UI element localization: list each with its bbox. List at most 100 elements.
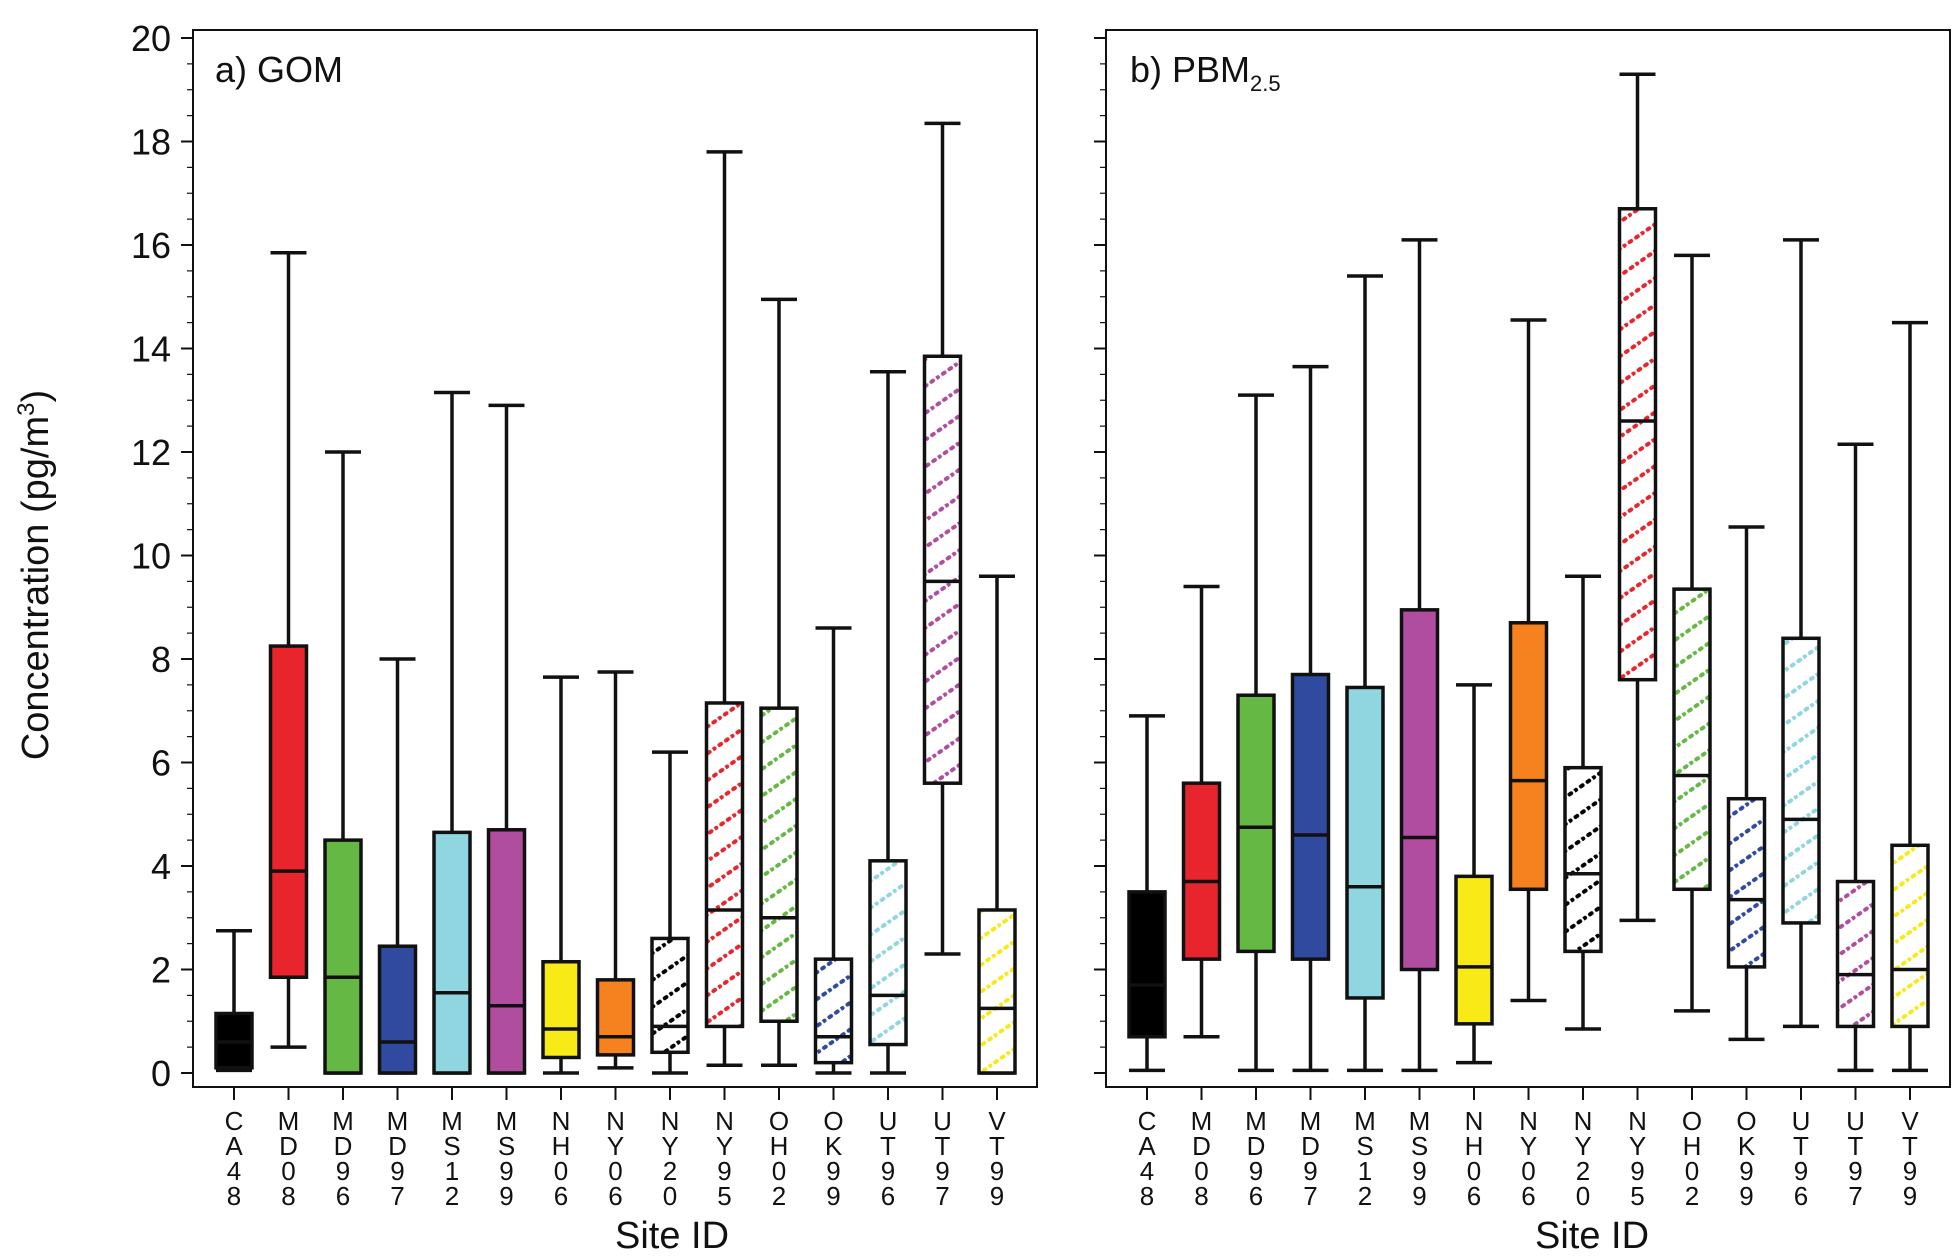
box-ut97 [922, 121, 963, 956]
y-axis-title-close: ) [15, 390, 57, 403]
iqr-box [1781, 636, 1821, 925]
iqr-box [432, 830, 472, 1075]
panel-gom: 0 2 4 6 8 10 12 14 16 18 20 C A 4 8 M D 0 8 M D 9 6 M D 9 7 M S 1 2 M S… [131, 18, 1038, 1257]
box-oh02 [759, 297, 799, 1067]
box-ut96 [1781, 238, 1821, 1029]
panel-pbm25: C A 4 8 M D 0 8 M D 9 6 M D 9 7 M S 1 2 M S 9 9 N H 0 6 N Y 0 6 N Y 2 0 N Y 9 5… [1094, 29, 1951, 1257]
iqr-box [977, 908, 1017, 1075]
iqr-box [595, 978, 636, 1057]
box-md08 [268, 251, 309, 1049]
box-ny20 [650, 750, 690, 1075]
y-axis-title: Concentration (pg/m3) [13, 390, 57, 760]
iqr-box [1835, 879, 1876, 1029]
box-ny95 [704, 150, 745, 1067]
y-tick-label: 8 [151, 639, 171, 680]
box-ms99 [1399, 238, 1440, 1073]
panel-gom-label: a) GOM [215, 49, 343, 90]
box-md96 [1236, 393, 1276, 1073]
iqr-box [268, 644, 309, 980]
iqr-box [1890, 843, 1930, 1029]
box-ny95 [1617, 72, 1658, 923]
iqr-box [1617, 207, 1658, 682]
box-vt99 [1890, 320, 1930, 1073]
iqr-box [486, 828, 527, 1075]
panel-pbm25-label-main: b) PBM [1130, 49, 1250, 90]
box-ut97 [1835, 442, 1876, 1073]
iqr-box [650, 936, 690, 1055]
box-nh06 [1454, 683, 1494, 1065]
iqr-box [1399, 608, 1440, 972]
panel-gom-x-axis: C A 4 8 M D 0 8 M D 9 6 M D 9 7 M S 1 2 M S 9 9 N H 0 6 N Y 0 6 N Y 2 0 N Y 9 5… [225, 1087, 1006, 1211]
iqr-box [922, 354, 963, 785]
panel-pbm25-label: b) PBM2.5 [1130, 49, 1281, 96]
y-axis-title-superscript: 3 [13, 403, 40, 416]
panel-pbm25-y-axis [1094, 37, 1106, 1074]
box-ok99 [813, 626, 854, 1075]
box-ok99 [1726, 525, 1767, 1042]
panel-pbm25-label-sub: 2.5 [1250, 71, 1281, 96]
box-ms99 [486, 403, 527, 1075]
iqr-box [1454, 874, 1494, 1026]
iqr-box [1290, 672, 1331, 961]
iqr-box [759, 706, 799, 1023]
y-tick-label: 0 [151, 1053, 171, 1094]
iqr-box [1508, 621, 1549, 892]
box-md08 [1181, 584, 1222, 1039]
iqr-box [1127, 890, 1167, 1039]
box-md97 [1290, 364, 1331, 1073]
y-tick-label: 10 [131, 536, 171, 577]
panel-gom-boxes [214, 121, 1017, 1075]
iqr-box [704, 701, 745, 1029]
y-tick-label: 20 [131, 18, 171, 59]
box-md97 [377, 657, 418, 1075]
box-vt99 [977, 574, 1017, 1075]
panel-gom-x-axis-title: Site ID [615, 1215, 729, 1257]
panel-gom-label-main: a) GOM [215, 49, 343, 90]
box-ny06 [595, 670, 636, 1070]
iqr-box [1181, 781, 1222, 961]
y-tick-label: 12 [131, 432, 171, 473]
box-ms12 [432, 390, 472, 1075]
box-ca48 [214, 928, 254, 1073]
box-ny20 [1563, 574, 1603, 1031]
y-tick-label: 14 [131, 329, 171, 370]
iqr-box [541, 959, 581, 1060]
panel-gom-y-axis: 0 2 4 6 8 10 12 14 16 18 20 [131, 18, 193, 1094]
iqr-box [1726, 796, 1767, 969]
y-tick-label: 16 [131, 225, 171, 266]
box-oh02 [1672, 253, 1712, 1013]
iqr-box [1236, 693, 1276, 954]
iqr-box [1345, 685, 1385, 1000]
iqr-box [1672, 587, 1712, 892]
iqr-box [323, 838, 363, 1075]
y-tick-label: 6 [151, 743, 171, 784]
box-nh06 [541, 675, 581, 1075]
y-axis-title-text: Concentration (pg/m [15, 416, 57, 760]
iqr-box [377, 944, 418, 1075]
y-tick-label: 18 [131, 122, 171, 163]
iqr-box [1563, 765, 1603, 954]
box-ms12 [1345, 274, 1385, 1073]
y-tick-label: 4 [151, 846, 171, 887]
